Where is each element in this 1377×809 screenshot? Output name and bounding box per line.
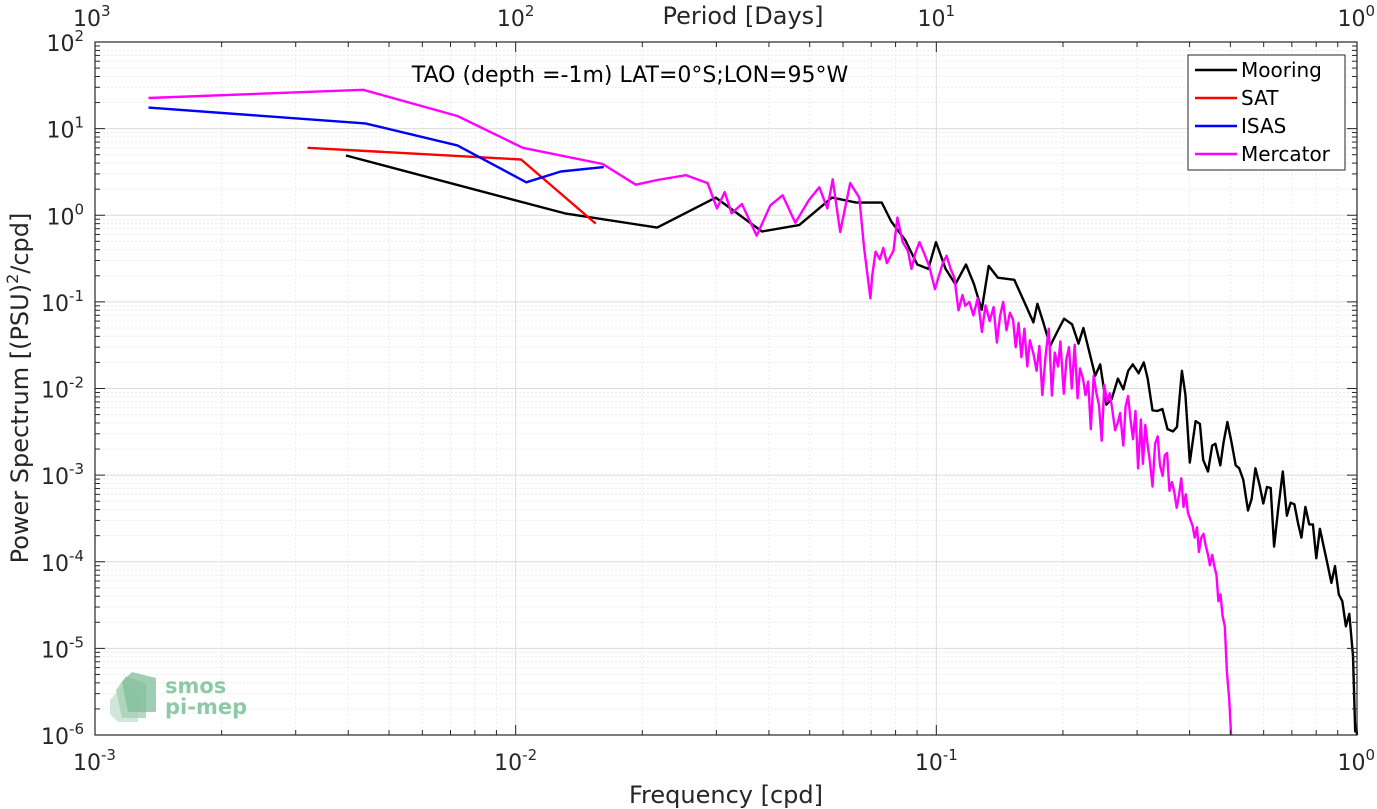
y-tick-label-base: 10	[41, 465, 69, 490]
legend-label-isas: ISAS	[1241, 114, 1286, 138]
logo-text-pi-mep: pi-mep	[165, 695, 247, 719]
y-tick-label-exponent: -4	[69, 547, 84, 565]
y-tick-label: 100	[46, 200, 84, 230]
series-line-isas	[148, 106, 604, 184]
y-tick-label-exponent: -3	[69, 460, 84, 478]
y-tick-label: 101	[46, 114, 84, 144]
y-tick-label-base: 10	[41, 379, 69, 404]
x-tick-label-exponent: -3	[101, 746, 116, 764]
x-tick-label-exponent: 0	[1365, 746, 1375, 764]
legend: Mooring SAT ISAS Mercator	[1187, 54, 1346, 171]
y-tick-label: 10-5	[41, 633, 84, 663]
x-tick-label-base: 10	[1337, 751, 1365, 776]
logo-mark-layer-3	[122, 672, 156, 712]
y-tick-label-base: 10	[41, 552, 69, 577]
y-axis-title-main: Power Spectrum [(PSU)	[6, 284, 34, 563]
top-tick-label-exponent: 0	[1365, 2, 1375, 20]
series-layer	[148, 88, 1359, 736]
x-tick-labels: 10-3 10-2 10-1 100	[73, 746, 1375, 776]
top-tick-label-exponent: 2	[525, 2, 535, 20]
top-tick-label: 101	[918, 2, 956, 32]
x-tick-label: 100	[1337, 746, 1375, 776]
x-tick-label: 10-1	[915, 746, 958, 776]
y-axis-title: Power Spectrum [(PSU)2/cpd]	[3, 213, 34, 564]
top-axis-title: Period [Days]	[662, 2, 823, 30]
series-line-mercator	[148, 88, 1233, 736]
x-axis-title: Frequency [cpd]	[629, 781, 823, 809]
y-tick-label-base: 10	[41, 292, 69, 317]
x-tick-label-exponent: -2	[522, 746, 537, 764]
x-tick-label-base: 10	[915, 751, 943, 776]
minor-grid	[95, 42, 1357, 735]
chart-title: TAO (depth =-1m) LAT=0°S;LON=95°W	[411, 63, 849, 88]
x-tick-label: 10-2	[494, 746, 537, 776]
y-tick-label-exponent: -6	[69, 720, 84, 738]
y-tick-label-base: 10	[41, 638, 69, 663]
x-tick-label-exponent: -1	[943, 746, 958, 764]
top-tick-label-exponent: 3	[101, 2, 111, 20]
top-tick-label: 103	[73, 2, 111, 32]
legend-label-sat: SAT	[1241, 86, 1279, 110]
x-tick-label-base: 10	[494, 751, 522, 776]
top-period-tick-labels: 103 102 101 100	[73, 2, 1375, 32]
tick-marks	[94, 41, 1358, 736]
top-tick-label: 100	[1337, 2, 1375, 32]
y-axis-title-sup: 2	[3, 274, 22, 284]
legend-label-mooring: Mooring	[1241, 58, 1322, 82]
series-line-sat	[307, 146, 597, 225]
legend-label-mercator: Mercator	[1241, 142, 1331, 166]
x-tick-label-base: 10	[73, 751, 101, 776]
y-tick-label-exponent: -2	[69, 374, 84, 392]
y-tick-label-exponent: -5	[69, 633, 84, 651]
y-tick-label-exponent: 0	[74, 200, 84, 218]
top-tick-label-exponent: 1	[946, 2, 956, 20]
top-tick-label: 102	[497, 2, 535, 32]
y-tick-label: 10-4	[41, 547, 84, 577]
y-tick-label: 10-1	[41, 287, 84, 317]
top-tick-label-base: 10	[918, 7, 946, 32]
y-tick-label: 10-2	[41, 374, 84, 404]
y-tick-label-exponent: 1	[74, 114, 84, 132]
logo-text-smos: smos	[165, 674, 226, 698]
top-tick-label-base: 10	[73, 7, 101, 32]
smos-pi-mep-logo: smos pi-mep	[110, 672, 247, 722]
legend-box	[1187, 54, 1346, 171]
series-line-mooring	[345, 154, 1359, 736]
y-tick-label-exponent: -1	[69, 287, 84, 305]
y-tick-label-base: 10	[46, 32, 74, 57]
y-tick-label: 102	[46, 27, 84, 57]
y-tick-label-base: 10	[41, 725, 69, 750]
y-tick-label: 10-6	[41, 720, 84, 750]
y-tick-label-base: 10	[46, 119, 74, 144]
y-tick-label-exponent: 2	[74, 27, 84, 45]
y-tick-label-base: 10	[46, 205, 74, 230]
y-tick-label: 10-3	[41, 460, 84, 490]
top-tick-label-base: 10	[1337, 7, 1365, 32]
top-tick-label-base: 10	[497, 7, 525, 32]
x-tick-label: 10-3	[73, 746, 116, 776]
y-axis-title-tail: /cpd]	[6, 213, 34, 274]
